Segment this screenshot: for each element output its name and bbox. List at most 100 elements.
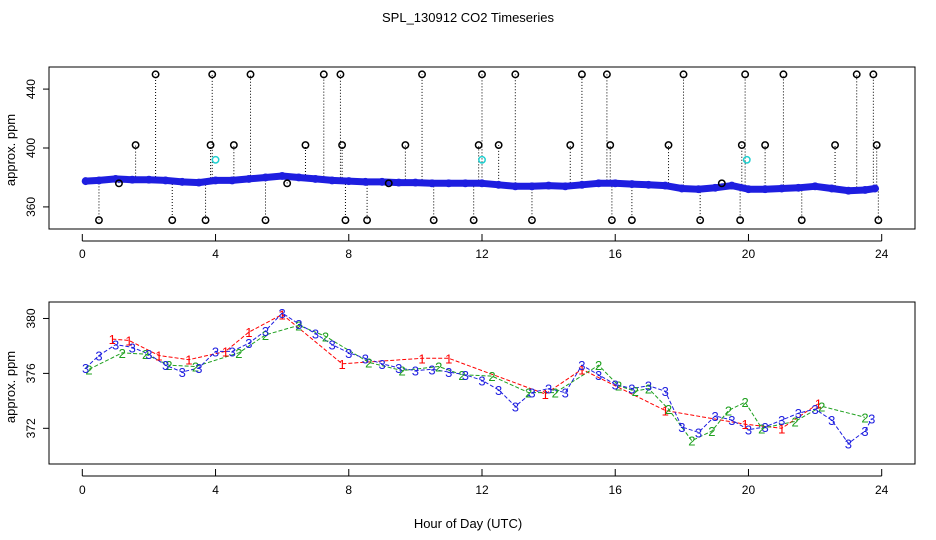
data-point (717, 179, 726, 188)
data-point (794, 183, 803, 192)
data-point (311, 174, 320, 183)
bottom-x-tick-label: 4 (212, 483, 219, 497)
data-point: 3 (728, 413, 735, 428)
data-point: 1 (155, 349, 162, 364)
data-point: 3 (745, 423, 752, 438)
data-point: 3 (562, 386, 569, 401)
data-point (696, 216, 705, 225)
data-point: 1 (542, 387, 549, 402)
top-x-tick-label: 4 (212, 247, 219, 261)
data-point (871, 184, 879, 193)
data-point: 3 (761, 420, 768, 435)
data-point (81, 177, 90, 186)
data-point: 1 (662, 403, 669, 418)
data-point: 2 (632, 384, 639, 399)
data-point (384, 179, 393, 188)
data-point: 3 (112, 338, 119, 353)
data-point: 3 (645, 379, 652, 394)
data-point: 3 (212, 344, 219, 359)
data-point: 3 (628, 381, 635, 396)
data-point: 3 (795, 406, 802, 421)
data-point (246, 70, 255, 79)
data-point: 3 (145, 347, 152, 362)
data-point: 2 (295, 318, 302, 333)
data-point (229, 141, 238, 150)
data-point (211, 176, 220, 185)
data-point (478, 179, 486, 188)
data-point: 3 (229, 344, 236, 359)
data-point (328, 176, 337, 185)
data-point: 2 (165, 358, 172, 373)
data-point (844, 186, 853, 195)
data-point: 1 (185, 353, 192, 368)
data-point (741, 70, 750, 79)
top-x-tick-label: 24 (875, 247, 889, 261)
data-point (131, 141, 140, 150)
data-point: 3 (445, 365, 452, 380)
data-point (874, 216, 883, 225)
data-point (727, 181, 736, 190)
data-point (742, 155, 751, 164)
bottom-y-tick-label: 372 (24, 418, 38, 438)
data-point (737, 141, 746, 150)
data-point: 1 (778, 421, 785, 436)
data-point: 3 (312, 327, 319, 342)
data-point (301, 141, 310, 150)
data-point (711, 183, 720, 192)
data-point: 3 (295, 317, 302, 332)
data-point (211, 155, 220, 164)
data-point: 3 (528, 386, 535, 401)
data-point (761, 185, 770, 194)
data-point: 2 (85, 362, 92, 377)
data-point (577, 180, 586, 189)
top-panel-y-axis-label: approx. ppm (3, 114, 18, 186)
data-point: 1 (578, 362, 585, 377)
data-point (418, 70, 426, 79)
data-point (872, 141, 881, 150)
bottom-x-tick-label: 24 (875, 483, 889, 497)
data-point (283, 179, 292, 188)
data-point (294, 173, 303, 182)
data-point: 3 (845, 436, 852, 451)
baseline-trace (82, 172, 879, 195)
data-point: 3 (811, 402, 818, 417)
top-panel: approx. ppm 0 4 8 12 16 20 24 360 400 440 (3, 66, 916, 261)
data-point: 2 (615, 379, 622, 394)
data-point (664, 141, 673, 150)
data-point: 3 (778, 413, 785, 428)
data-point (341, 216, 350, 225)
data-point: 2 (552, 386, 559, 401)
data-point: 3 (695, 425, 702, 440)
data-point: 3 (162, 358, 169, 373)
data-point (444, 179, 453, 188)
data-point (344, 177, 353, 186)
top-x-tick-label: 12 (475, 247, 489, 261)
data-point (428, 179, 436, 188)
data-point (461, 179, 470, 188)
data-point (602, 70, 611, 79)
bottom-x-tick-label: 16 (609, 483, 623, 497)
data-point (761, 141, 770, 150)
data-point: 2 (365, 355, 372, 370)
data-point (168, 216, 177, 225)
data-point: 3 (362, 351, 369, 366)
bottom-y-axis: 372 376 380 (24, 308, 49, 438)
data-point (744, 185, 753, 194)
data-point: 2 (818, 399, 825, 414)
data-point: 3 (495, 383, 502, 398)
data-point: 2 (435, 360, 442, 375)
top-y-tick-label: 440 (24, 79, 38, 99)
data-point: 3 (82, 361, 89, 376)
data-point (679, 70, 688, 79)
data-point (338, 141, 347, 150)
data-point (244, 174, 253, 183)
data-point: 3 (595, 368, 602, 383)
data-point (677, 184, 686, 193)
data-point (363, 216, 372, 225)
data-point (95, 216, 103, 225)
data-point (627, 180, 636, 189)
data-point (401, 141, 410, 150)
data-point: 2 (742, 395, 749, 410)
series-line-1 (112, 313, 819, 429)
data-point (736, 216, 745, 225)
